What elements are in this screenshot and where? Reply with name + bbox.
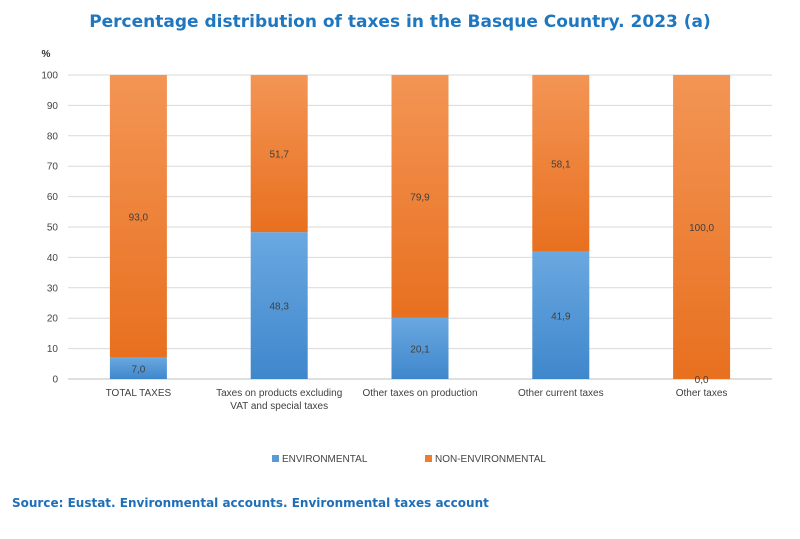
- y-tick-label: 100: [41, 71, 58, 82]
- x-tick-label: TOTAL TAXES: [106, 388, 172, 399]
- data-label: 79,9: [410, 192, 430, 203]
- data-label: 93,0: [129, 212, 149, 223]
- data-label: 48,3: [269, 302, 289, 313]
- data-labels: 7,0 93,0 48,3 51,7 20,1 79,9 41,9 58,1 0,0 100,0: [129, 150, 715, 386]
- x-tick-label: Taxes on products excluding VAT and speci…: [216, 388, 342, 412]
- y-tick-label: 90: [47, 101, 59, 112]
- x-tick-label: Other current taxes: [518, 388, 604, 399]
- y-tick-label: 60: [47, 192, 59, 203]
- bar-environmental: [250, 232, 308, 379]
- y-tick-label: 40: [47, 253, 59, 264]
- legend-label-non-environmental: NON-ENVIRONMENTAL: [435, 454, 546, 465]
- y-tick-label: 50: [47, 223, 59, 234]
- bars: [109, 75, 731, 379]
- x-axis-ticks: TOTAL TAXES Taxes on products excluding VA…: [106, 388, 728, 412]
- bar-non-environmental: [250, 75, 308, 233]
- y-axis-ticks: 0 10 20 30 40 50 60 70 80 90 100: [41, 71, 58, 386]
- y-tick-label: 70: [47, 162, 59, 173]
- data-label: 7,0: [131, 364, 145, 375]
- bar-non-environmental: [532, 75, 590, 252]
- y-tick-label: 80: [47, 131, 59, 142]
- data-label: 20,1: [410, 344, 430, 355]
- x-tick-label: Other taxes: [676, 388, 728, 399]
- x-tick-label: Other taxes on production: [362, 388, 477, 399]
- bar-environmental: [532, 251, 590, 379]
- legend-swatch-non-environmental: [425, 455, 432, 462]
- legend: ENVIRONMENTAL NON-ENVIRONMENTAL: [272, 454, 546, 465]
- legend-swatch-environmental: [272, 455, 279, 462]
- bar-non-environmental: [109, 75, 167, 358]
- bar-environmental: [109, 357, 167, 379]
- data-label: 58,1: [551, 159, 571, 170]
- bar-non-environmental: [391, 75, 449, 318]
- bar-non-environmental: [673, 75, 731, 379]
- source-note: Source: Eustat. Environmental accounts. …: [12, 496, 489, 510]
- legend-label-environmental: ENVIRONMENTAL: [282, 454, 368, 465]
- data-label: 41,9: [551, 311, 571, 322]
- y-tick-label: 0: [52, 375, 58, 386]
- data-label: 51,7: [269, 150, 289, 161]
- y-axis-label: %: [42, 49, 51, 60]
- bar-environmental: [391, 317, 449, 379]
- y-tick-label: 10: [47, 344, 59, 355]
- data-label: 0,0: [695, 375, 709, 386]
- y-tick-label: 30: [47, 283, 59, 294]
- y-tick-label: 20: [47, 314, 59, 325]
- chart-title: Percentage distribution of taxes in the …: [89, 12, 711, 32]
- data-label: 100,0: [689, 223, 714, 234]
